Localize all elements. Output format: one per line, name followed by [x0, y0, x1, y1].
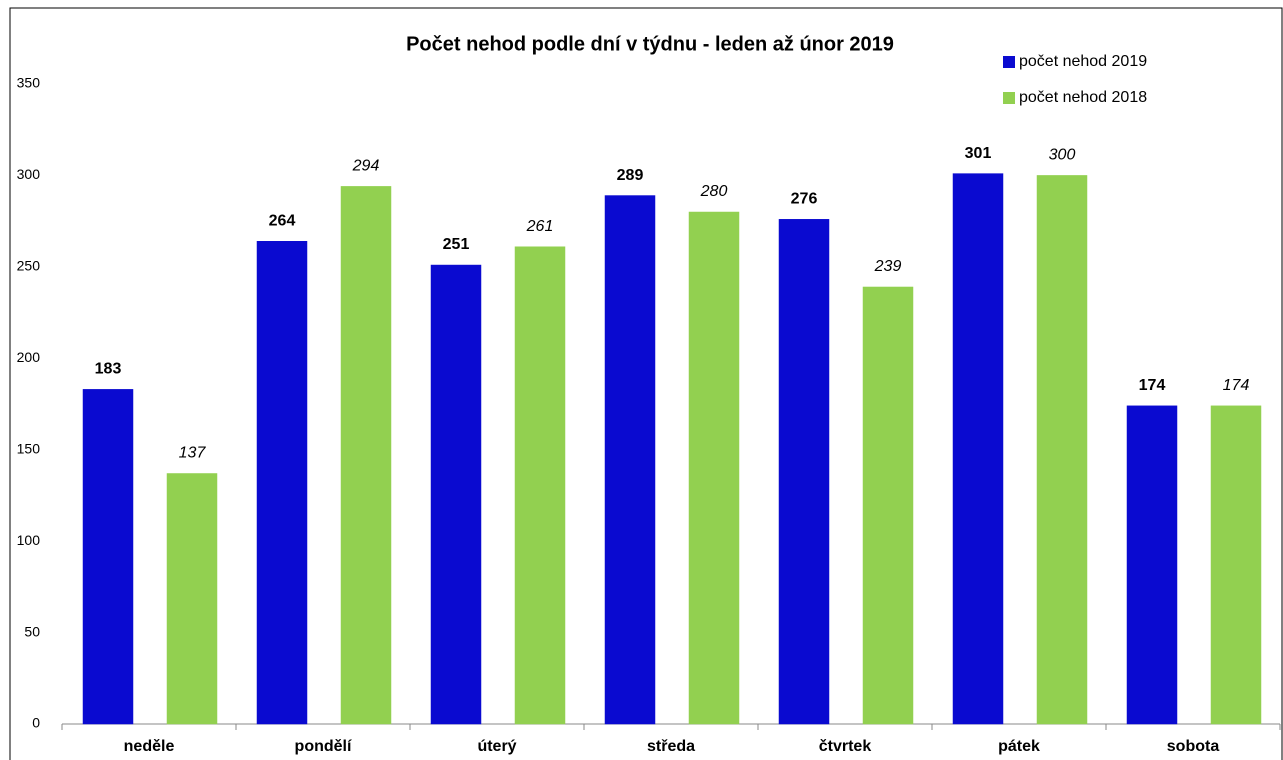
y-tick-label: 100 [17, 532, 41, 548]
data-label: 300 [1049, 147, 1076, 164]
x-tick-label: středa [647, 738, 695, 755]
bar [952, 173, 1004, 725]
y-tick-label: 150 [17, 440, 41, 456]
bar [862, 286, 914, 725]
data-label: 251 [443, 236, 470, 253]
bar [82, 389, 134, 725]
chart-title: Počet nehod podle dní v týdnu - leden až… [406, 33, 894, 55]
y-tick-label: 300 [17, 166, 41, 182]
data-label: 294 [352, 158, 380, 175]
x-tick-label: pátek [998, 738, 1040, 755]
bar [1036, 175, 1088, 725]
bar [430, 264, 482, 725]
bar [688, 211, 740, 725]
bar [256, 241, 308, 725]
bar [778, 219, 830, 725]
y-tick-label: 200 [17, 349, 41, 365]
chart-frame [9, 7, 1283, 760]
legend-swatch [1003, 92, 1015, 104]
bar [340, 186, 392, 725]
legend-label: počet nehod 2019 [1019, 53, 1147, 70]
x-tick-label: sobota [1167, 738, 1220, 755]
bar [1210, 405, 1262, 725]
y-tick-label: 0 [32, 715, 40, 731]
data-label: 276 [791, 191, 818, 208]
data-label: 183 [95, 361, 122, 378]
data-label: 261 [526, 218, 554, 235]
bar [1126, 405, 1178, 725]
y-tick-label: 50 [24, 623, 40, 639]
data-label: 239 [874, 258, 902, 275]
data-label: 289 [617, 167, 644, 184]
data-label: 264 [269, 212, 296, 229]
data-label: 301 [965, 145, 992, 162]
x-tick-label: čtvrtek [819, 738, 872, 755]
data-label: 174 [1139, 377, 1166, 394]
y-tick-label: 350 [17, 75, 41, 91]
legend-label: počet nehod 2018 [1019, 89, 1147, 106]
legend-swatch [1003, 56, 1015, 68]
x-tick-label: neděle [124, 738, 175, 755]
data-label: 280 [700, 183, 728, 200]
x-tick-label: úterý [477, 738, 516, 755]
data-label: 137 [179, 445, 207, 462]
bar [514, 246, 566, 725]
bar [604, 195, 656, 725]
bar [166, 473, 218, 725]
data-label: 174 [1223, 377, 1250, 394]
x-tick-label: pondělí [295, 738, 352, 755]
y-tick-label: 250 [17, 258, 41, 274]
